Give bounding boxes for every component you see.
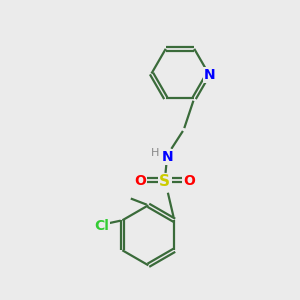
Text: O: O — [134, 174, 146, 188]
Text: N: N — [204, 68, 216, 82]
Text: S: S — [159, 174, 170, 189]
Text: H: H — [151, 148, 159, 158]
Text: O: O — [184, 174, 195, 188]
Text: N: N — [161, 150, 173, 164]
Text: Cl: Cl — [94, 219, 109, 233]
